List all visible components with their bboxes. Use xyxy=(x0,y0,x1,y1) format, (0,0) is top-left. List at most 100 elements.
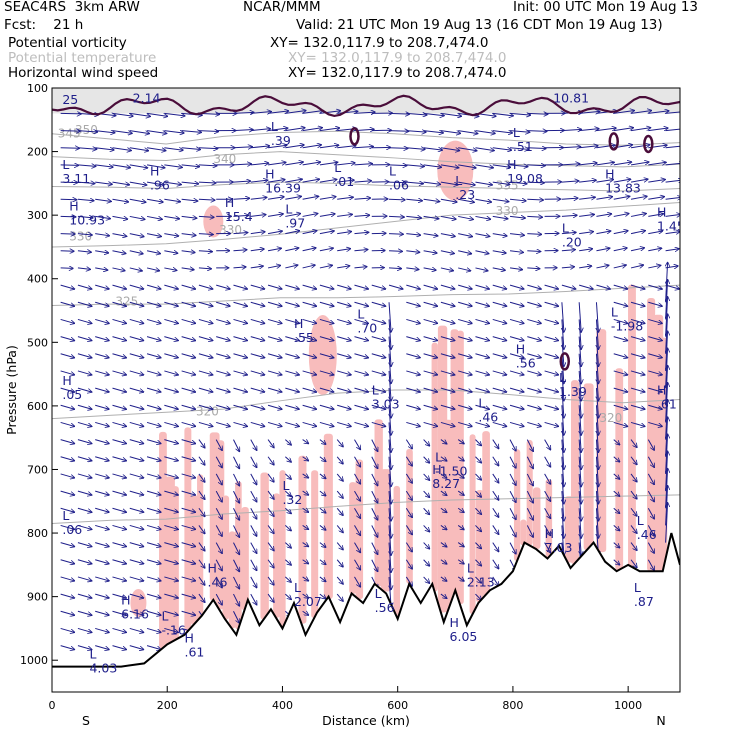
wind-arrow xyxy=(354,267,367,268)
pv-fill-blob xyxy=(659,337,668,572)
wind-arrow xyxy=(527,216,542,217)
wind-arrow xyxy=(60,353,75,358)
wind-arrow xyxy=(336,490,343,498)
wind-arrow xyxy=(267,370,282,375)
wind-arrow xyxy=(146,610,161,615)
wind-arrow xyxy=(440,559,447,564)
wind-arrow xyxy=(77,199,94,200)
wind-arrow xyxy=(77,490,92,495)
pv-extremum-value: 2.13 xyxy=(467,575,495,590)
wind-arrow xyxy=(129,147,149,151)
pv-extremum-type: L xyxy=(271,119,278,134)
wind-arrow xyxy=(596,145,615,149)
wind-arrow xyxy=(544,542,551,553)
pv-extremum-type: L xyxy=(334,160,341,175)
wind-arrow xyxy=(665,163,680,165)
wind-arrow xyxy=(371,439,378,452)
wind-arrow xyxy=(406,404,420,409)
wind-arrow xyxy=(458,198,474,202)
wind-arrow xyxy=(267,387,282,392)
wind-arrow xyxy=(215,473,222,485)
wind-arrow xyxy=(492,542,499,552)
wind-arrow xyxy=(630,473,637,482)
wind-arrow xyxy=(250,266,264,268)
pv-extremum-value: 19.08 xyxy=(507,171,543,186)
wind-arrow xyxy=(389,508,391,538)
wind-arrow xyxy=(354,508,360,518)
wind-arrow xyxy=(596,388,598,418)
pv-extremum-value: -.16 xyxy=(161,622,185,637)
wind-arrow xyxy=(527,370,541,375)
pv-fill-blob xyxy=(323,433,333,600)
terrain-fill xyxy=(52,533,680,692)
wind-arrow xyxy=(492,421,507,426)
wind-arrow xyxy=(95,234,109,236)
wind-arrow xyxy=(389,182,406,183)
wind-arrow xyxy=(630,353,645,358)
wind-arrow xyxy=(164,507,178,512)
wind-arrow xyxy=(60,645,75,650)
wind-arrow xyxy=(509,508,516,519)
wind-arrow xyxy=(198,199,215,200)
init-time: Init: 00 UTC Mon 19 Aug 13 xyxy=(513,0,698,15)
wind-arrow xyxy=(250,387,265,392)
wind-arrow xyxy=(405,542,412,552)
wind-arrow xyxy=(95,216,110,218)
wind-arrow xyxy=(285,301,299,306)
wind-arrow xyxy=(613,456,620,462)
wind-arrow xyxy=(337,336,351,341)
wind-arrow xyxy=(630,284,645,289)
wind-arrow xyxy=(285,196,301,200)
pv-extremum-type: H xyxy=(657,205,666,220)
wind-arrow xyxy=(129,507,144,512)
wind-arrow xyxy=(181,610,196,615)
wind-arrow xyxy=(389,336,391,367)
pv-extremum-type: L xyxy=(467,561,474,576)
wind-arrow xyxy=(146,456,161,461)
wind-arrow xyxy=(77,148,97,149)
wind-arrow xyxy=(423,404,438,409)
wind-arrow xyxy=(527,113,548,114)
wind-arrow xyxy=(60,490,75,495)
wind-arrow xyxy=(112,421,126,426)
wind-arrow xyxy=(181,131,202,133)
wind-arrow xyxy=(95,456,109,461)
wind-arrow xyxy=(561,232,576,233)
wind-arrow xyxy=(95,148,114,150)
theta-label: 320 xyxy=(196,404,219,418)
wind-arrow xyxy=(509,301,524,306)
wind-arrow xyxy=(440,318,455,323)
wind-arrow xyxy=(198,542,205,551)
wind-arrow xyxy=(492,165,511,167)
wind-arrow xyxy=(371,473,378,486)
pv-extremum-type: H xyxy=(185,631,194,646)
wind-arrow xyxy=(406,234,420,236)
wind-arrow xyxy=(129,421,144,426)
wind-arrow xyxy=(250,525,257,536)
wind-arrow xyxy=(112,353,126,358)
wind-arrow xyxy=(285,145,304,149)
wind-arrow xyxy=(302,421,317,426)
wind-arrow xyxy=(164,251,177,253)
y-tick-label: 200 xyxy=(27,146,48,159)
y-tick-label: 600 xyxy=(27,400,48,413)
wind-arrow xyxy=(146,542,161,547)
wind-arrow xyxy=(475,507,481,514)
wind-arrow xyxy=(440,268,454,271)
pv-extremum-value: -1.98 xyxy=(611,319,643,334)
wind-arrow xyxy=(60,593,75,598)
wind-arrow xyxy=(389,353,391,384)
wind-arrow xyxy=(457,473,464,478)
wind-arrow xyxy=(354,112,375,113)
wind-arrow xyxy=(164,148,183,150)
wind-arrow xyxy=(164,542,178,547)
field-xy-pv: XY= 132.0,117.9 to 208.7,474.0 xyxy=(270,35,489,51)
wind-arrow xyxy=(198,507,205,516)
wind-arrow xyxy=(112,542,126,547)
wind-arrow xyxy=(181,439,196,444)
y-tick-label: 1000 xyxy=(20,654,48,667)
wind-arrow xyxy=(60,507,75,512)
wind-arrow xyxy=(164,199,180,201)
wind-arrow xyxy=(129,353,144,358)
wind-arrow xyxy=(544,525,551,535)
